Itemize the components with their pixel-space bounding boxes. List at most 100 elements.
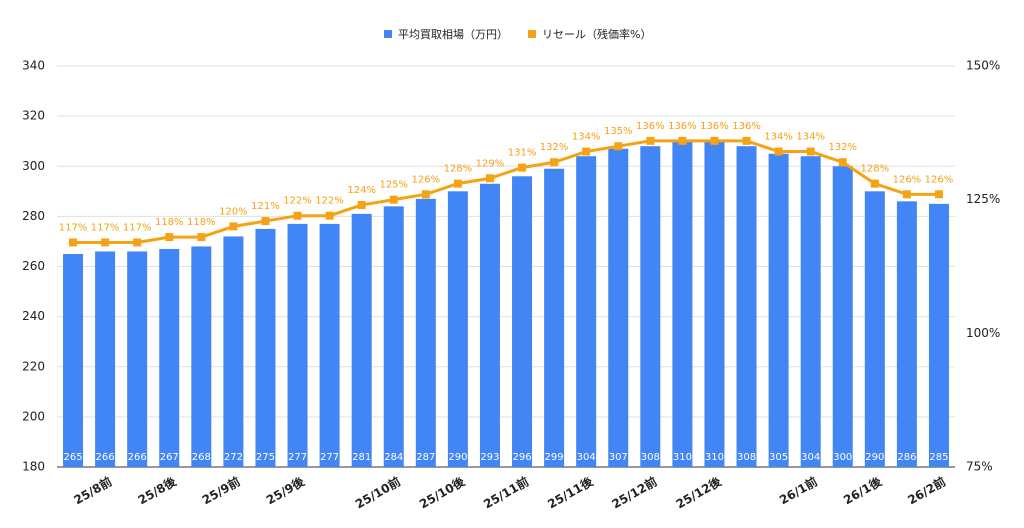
bar-value-label: 310 (705, 452, 724, 463)
x-tick-label: 25/10後 (417, 473, 468, 511)
line-value-label: 134% (764, 132, 793, 143)
line-value-label: 132% (540, 142, 569, 153)
line-marker (838, 158, 847, 167)
bar-value-label: 275 (256, 452, 275, 463)
bar-value-label: 284 (384, 452, 403, 463)
line-marker (101, 238, 110, 247)
legend-label: リセール（残価率%） (542, 27, 651, 41)
line-marker (870, 179, 879, 188)
line-marker (325, 211, 334, 220)
bar (351, 213, 372, 467)
bar-value-label: 266 (128, 452, 147, 463)
bar (928, 203, 949, 467)
line-marker (389, 195, 398, 204)
bar (896, 201, 917, 467)
line-value-label: 136% (732, 121, 761, 132)
y2-tick-label: 100% (966, 326, 1000, 340)
x-tick-label: 25/10前 (352, 474, 403, 512)
bar-value-label: 307 (609, 452, 628, 463)
bar-value-label: 267 (160, 452, 179, 463)
line-value-label: 134% (572, 132, 601, 143)
line-marker (229, 222, 238, 231)
x-tick-label: 25/8前 (71, 474, 114, 508)
line-marker (582, 147, 591, 156)
legend-label: 平均買取相場（万円） (398, 28, 508, 41)
bar (383, 206, 404, 467)
bar (479, 183, 500, 467)
bar (319, 223, 340, 467)
line-marker (678, 136, 687, 145)
y-tick-label: 300 (22, 159, 45, 173)
line-marker (453, 179, 462, 188)
bar (95, 251, 116, 467)
bar-value-label: 296 (512, 452, 531, 463)
bar (255, 228, 276, 467)
line-marker (742, 136, 751, 145)
line-marker (421, 190, 430, 199)
bar-value-label: 268 (192, 452, 211, 463)
line-value-label: 126% (925, 174, 954, 185)
bar-value-label: 265 (63, 452, 82, 463)
legend-swatch (384, 30, 392, 38)
y-tick-label: 280 (22, 209, 45, 223)
bar-value-label: 290 (865, 452, 884, 463)
line-marker (710, 136, 719, 145)
bar (832, 166, 853, 467)
line-value-label: 131% (508, 148, 537, 159)
bar (640, 146, 661, 467)
line-value-label: 128% (861, 164, 890, 175)
bar (287, 223, 308, 467)
bar-value-label: 277 (320, 452, 339, 463)
x-tick-label: 25/12後 (673, 473, 724, 511)
line-value-label: 126% (893, 174, 922, 185)
bar (864, 191, 885, 467)
line-marker (806, 147, 815, 156)
line-value-label: 117% (91, 222, 120, 233)
bar-value-label: 304 (801, 452, 820, 463)
bar (512, 176, 533, 467)
line-marker (550, 158, 559, 167)
line-marker (261, 217, 270, 226)
line-marker (165, 233, 174, 242)
line-value-label: 121% (251, 201, 280, 212)
y-tick-label: 180 (22, 460, 45, 474)
bar (223, 236, 244, 467)
bar-value-label: 286 (897, 452, 916, 463)
line-marker (197, 233, 206, 242)
bar (127, 251, 148, 467)
line-value-label: 118% (155, 217, 184, 228)
line-value-label: 136% (700, 121, 729, 132)
bar-value-label: 293 (480, 452, 499, 463)
line-marker (934, 190, 943, 199)
y2-tick-label: 150% (966, 59, 1000, 73)
line-value-label: 132% (828, 142, 857, 153)
y-tick-label: 240 (22, 309, 45, 323)
line-value-label: 120% (219, 206, 248, 217)
x-tick-label: 25/9後 (263, 473, 307, 507)
line-value-label: 136% (668, 121, 697, 132)
bar (415, 198, 436, 468)
line-value-label: 129% (476, 158, 505, 169)
bar-value-label: 277 (288, 452, 307, 463)
line-value-label: 135% (604, 126, 633, 137)
y-tick-label: 220 (22, 359, 45, 373)
x-tick-label: 25/11後 (545, 473, 596, 511)
bar (704, 141, 725, 467)
line-value-label: 122% (315, 196, 344, 207)
x-tick-label: 25/9前 (199, 474, 242, 508)
bar-value-label: 308 (641, 452, 660, 463)
y2-tick-label: 75% (966, 460, 993, 474)
line-marker (518, 163, 527, 172)
bar (736, 146, 757, 467)
bar-value-label: 300 (833, 452, 852, 463)
bar (544, 168, 565, 467)
line-marker (293, 211, 302, 220)
line-marker (69, 238, 78, 247)
bar-value-label: 290 (448, 452, 467, 463)
bar (672, 141, 693, 467)
bar-value-label: 266 (96, 452, 115, 463)
line-value-label: 124% (347, 185, 376, 196)
bar (800, 156, 821, 467)
line-value-label: 126% (412, 174, 441, 185)
